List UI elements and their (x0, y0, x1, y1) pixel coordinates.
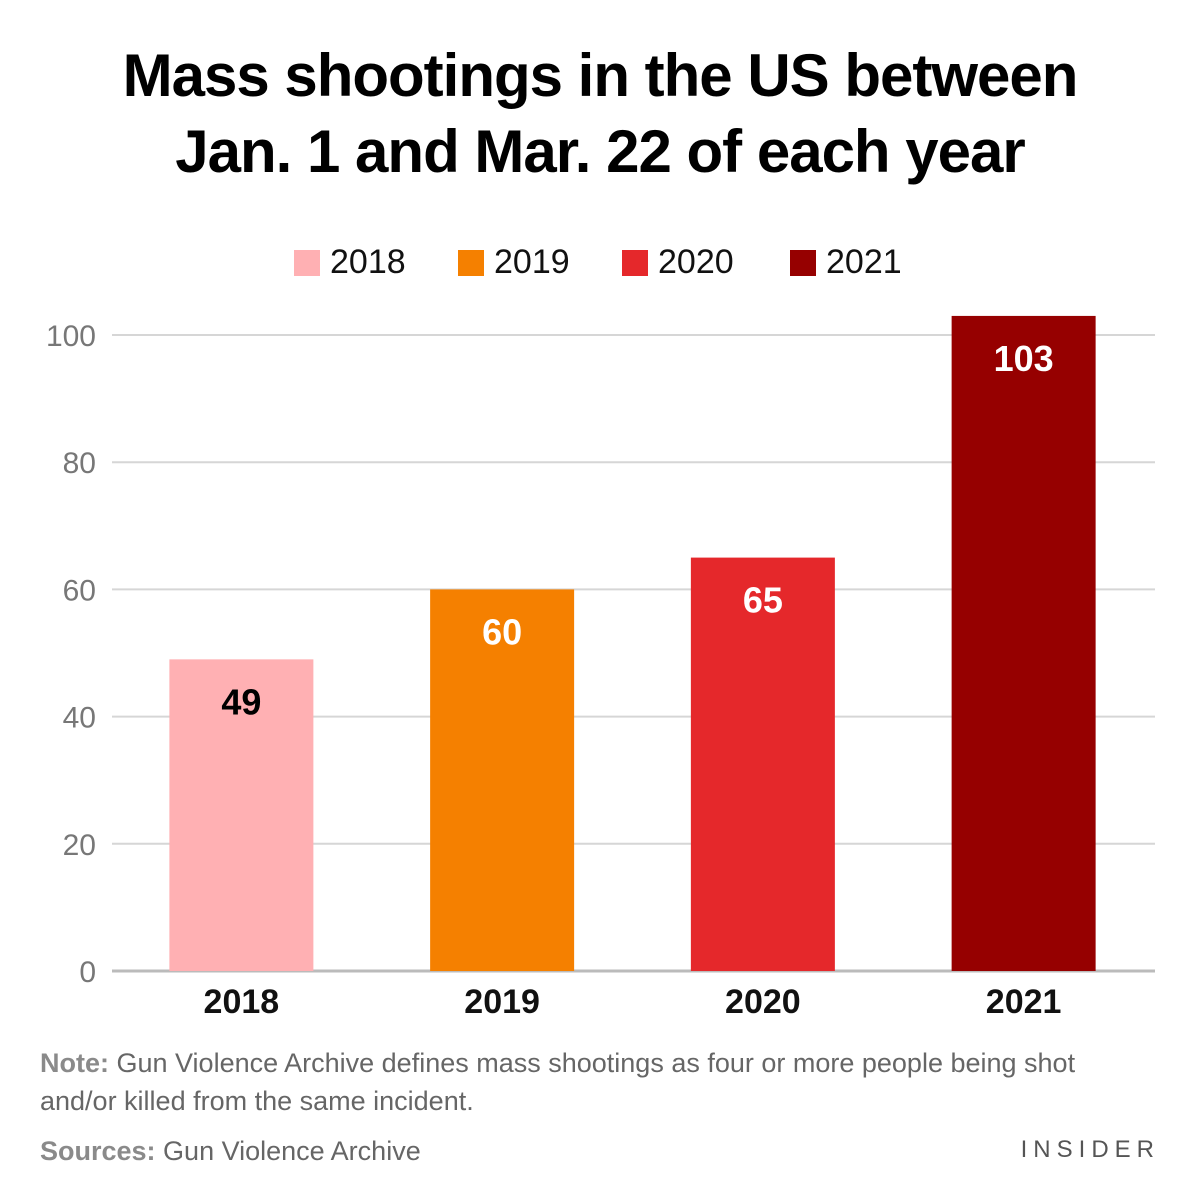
data-label-2018: 49 (221, 681, 261, 722)
sources-label: Sources: (40, 1136, 156, 1166)
x-tick-label-2021: 2021 (986, 983, 1062, 1021)
bar-2019 (430, 589, 575, 971)
chart-title: Mass shootings in the US between Jan. 1 … (0, 38, 1200, 190)
note-label: Note: (40, 1048, 109, 1078)
bar-2020 (690, 557, 835, 971)
note-text: Gun Violence Archive defines mass shooti… (40, 1048, 1076, 1116)
y-tick-label-40: 40 (63, 702, 96, 735)
bar-2018 (169, 659, 314, 971)
insider-logo: INSIDER (1020, 1136, 1160, 1163)
legend-label-2018: 2018 (330, 243, 406, 281)
legend-swatch-2020 (622, 250, 648, 276)
footnote: Note: Gun Violence Archive defines mass … (40, 1044, 1100, 1120)
bar-chart: 0 20 40 60 80 100 49 2018 60 2019 65 2020 103 2021 (46, 315, 1155, 1021)
y-tick-label-80: 80 (63, 447, 96, 480)
legend-label-2021: 2021 (826, 243, 902, 281)
legend-swatch-2019 (458, 250, 484, 276)
data-label-2019: 60 (482, 611, 522, 652)
x-tick-label-2019: 2019 (464, 983, 540, 1021)
legend-swatch-2018 (294, 250, 320, 276)
y-tick-label-20: 20 (63, 829, 96, 862)
y-tick-label-0: 0 (79, 956, 96, 989)
data-label-2021: 103 (994, 338, 1054, 379)
y-tick-label-100: 100 (46, 320, 96, 353)
bar-2021 (951, 315, 1096, 971)
legend-swatch-2021 (790, 250, 816, 276)
legend-label-2019: 2019 (494, 243, 570, 281)
chart-title-line-1: Mass shootings in the US between (122, 42, 1079, 109)
data-label-2020: 65 (743, 580, 783, 621)
x-tick-label-2020: 2020 (725, 983, 801, 1021)
legend-label-2020: 2020 (658, 243, 734, 281)
chart-title-line-2: Jan. 1 and Mar. 22 of each year (175, 118, 1025, 185)
sources-text: Gun Violence Archive (155, 1136, 421, 1166)
x-tick-label-2018: 2018 (204, 983, 280, 1021)
y-tick-label-60: 60 (63, 574, 96, 607)
legend: 2018 2019 2020 2021 (0, 240, 1200, 284)
sources: Sources: Gun Violence Archive (40, 1132, 421, 1170)
